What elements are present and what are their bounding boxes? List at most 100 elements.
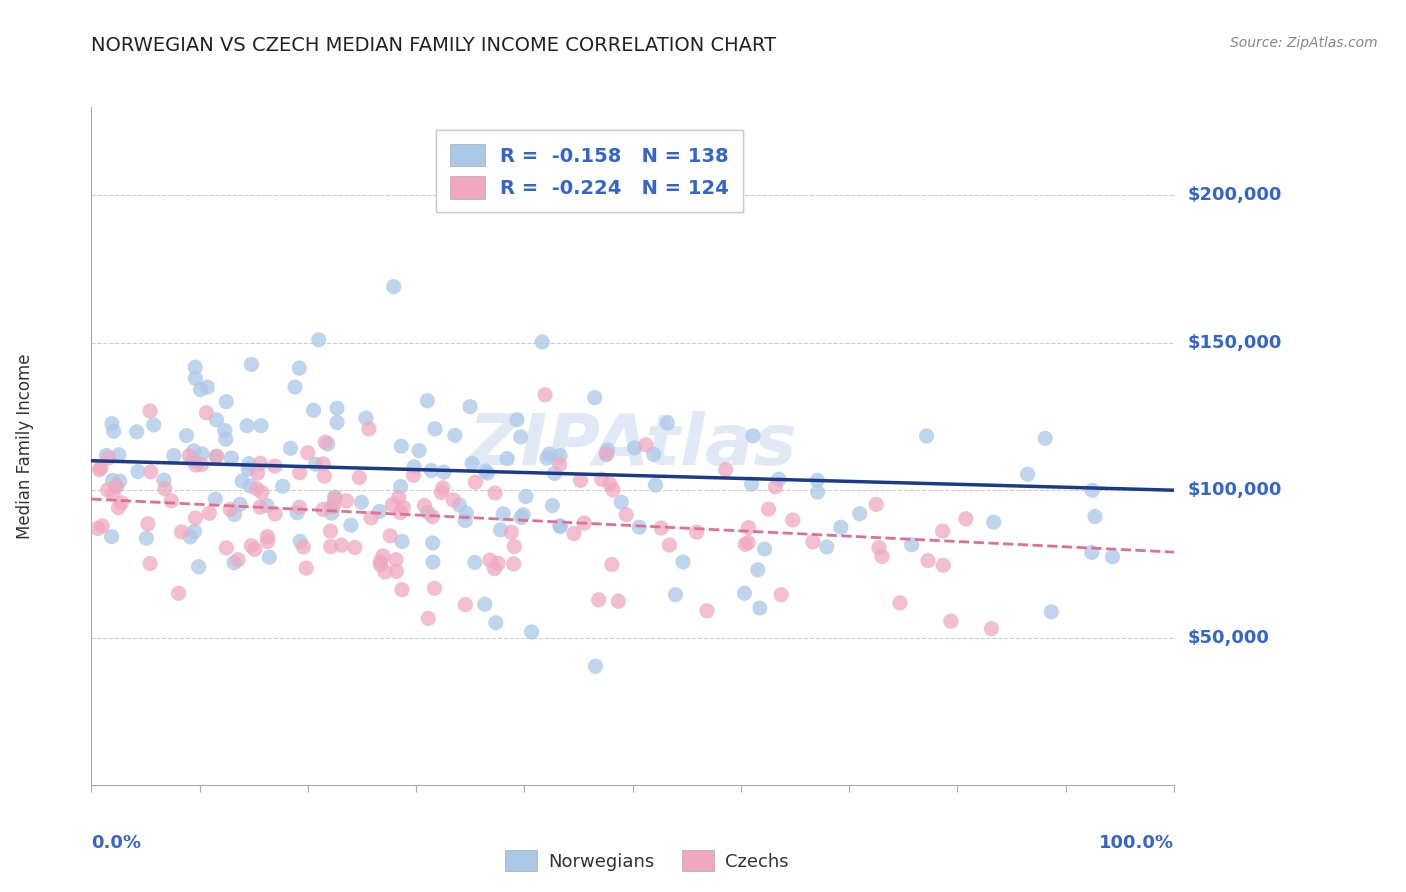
Point xyxy=(381,498,404,512)
Point xyxy=(770,588,793,602)
Point xyxy=(433,465,456,479)
Point xyxy=(322,500,344,514)
Point xyxy=(413,499,436,513)
Point xyxy=(1101,549,1123,564)
Point xyxy=(357,422,380,436)
Point xyxy=(215,394,238,409)
Point xyxy=(572,516,595,530)
Point xyxy=(108,474,131,488)
Point xyxy=(87,521,110,535)
Point xyxy=(464,555,486,569)
Point xyxy=(288,500,311,515)
Point xyxy=(105,479,128,493)
Point xyxy=(187,559,209,574)
Point xyxy=(368,504,391,518)
Point xyxy=(474,597,496,611)
Point xyxy=(734,537,756,551)
Point xyxy=(246,466,269,480)
Point xyxy=(506,413,529,427)
Point xyxy=(371,549,394,563)
Point xyxy=(520,624,543,639)
Point xyxy=(136,516,159,531)
Point xyxy=(444,428,467,442)
Point xyxy=(101,486,124,500)
Point xyxy=(343,541,366,555)
Point xyxy=(97,450,120,465)
Point xyxy=(229,497,252,511)
Point xyxy=(765,480,787,494)
Point xyxy=(939,614,962,628)
Point xyxy=(610,495,633,509)
Point xyxy=(349,470,371,484)
Point xyxy=(292,540,315,554)
Point xyxy=(672,555,695,569)
Point xyxy=(643,447,665,461)
Point xyxy=(256,530,278,544)
Point xyxy=(323,491,346,505)
Point xyxy=(314,435,336,450)
Point xyxy=(458,400,481,414)
Point xyxy=(782,513,804,527)
Point xyxy=(330,538,353,552)
Point xyxy=(224,508,246,522)
Point xyxy=(430,485,453,500)
Point xyxy=(501,525,523,540)
Point xyxy=(1033,431,1056,445)
Point xyxy=(323,490,346,504)
Text: NORWEGIAN VS CZECH MEDIAN FAMILY INCOME CORRELATION CHART: NORWEGIAN VS CZECH MEDIAN FAMILY INCOME … xyxy=(91,36,776,54)
Point xyxy=(240,358,263,372)
Point xyxy=(184,458,207,472)
Point xyxy=(569,474,592,488)
Point xyxy=(215,541,238,555)
Point xyxy=(754,541,776,556)
Point xyxy=(179,530,201,544)
Point xyxy=(360,511,382,525)
Point xyxy=(503,540,526,554)
Point xyxy=(422,509,444,524)
Point xyxy=(284,380,307,394)
Point xyxy=(531,334,554,349)
Point xyxy=(183,443,205,458)
Point xyxy=(135,531,157,545)
Point xyxy=(534,388,557,402)
Point xyxy=(543,467,565,481)
Point xyxy=(236,462,259,476)
Point xyxy=(215,432,238,446)
Point xyxy=(600,558,623,572)
Point xyxy=(370,555,392,569)
Point xyxy=(280,442,302,456)
Point xyxy=(195,380,218,394)
Point xyxy=(588,592,610,607)
Point xyxy=(1017,467,1039,482)
Legend: Norwegians, Czechs: Norwegians, Czechs xyxy=(498,843,796,879)
Point xyxy=(259,550,281,565)
Point xyxy=(509,430,531,444)
Point xyxy=(599,477,621,491)
Point xyxy=(108,448,131,462)
Text: $100,000: $100,000 xyxy=(1188,481,1282,500)
Point xyxy=(160,493,183,508)
Point xyxy=(179,449,201,463)
Point xyxy=(256,534,278,549)
Point xyxy=(634,438,657,452)
Point xyxy=(101,474,124,488)
Text: $50,000: $50,000 xyxy=(1188,629,1270,647)
Point xyxy=(374,565,396,579)
Point xyxy=(184,371,207,385)
Point xyxy=(319,540,342,554)
Point xyxy=(190,458,212,472)
Point xyxy=(591,472,613,486)
Point xyxy=(868,541,890,555)
Point xyxy=(416,505,439,519)
Point xyxy=(205,450,228,464)
Point xyxy=(848,507,870,521)
Legend: R =  -0.158   N = 138, R =  -0.224   N = 124: R = -0.158 N = 138, R = -0.224 N = 124 xyxy=(436,130,742,212)
Point xyxy=(917,554,939,568)
Point xyxy=(449,498,471,512)
Point xyxy=(285,506,308,520)
Point xyxy=(548,518,571,533)
Point xyxy=(548,458,571,472)
Point xyxy=(305,457,328,471)
Point xyxy=(983,515,1005,529)
Point xyxy=(502,557,524,571)
